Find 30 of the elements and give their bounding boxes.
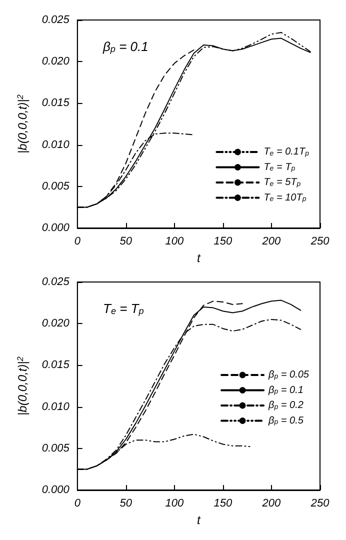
y-axis-title: |b(0,0,0,t)|2 [15, 356, 30, 416]
y-axis-title: |b(0,0,0,t)|2 [15, 94, 30, 154]
x-tick-label: 200 [261, 236, 282, 248]
y-tick-label: 0.015 [42, 97, 70, 110]
x-tick-label: 50 [120, 236, 133, 248]
annotation: Te = Tp [103, 301, 144, 316]
x-tick-label: 250 [310, 236, 330, 248]
x-tick-label: 0 [74, 236, 82, 248]
annotation: βp = 0.1 [102, 39, 148, 54]
x-tick-label: 250 [310, 498, 330, 510]
y-tick-label: 0.020 [42, 56, 70, 68]
x-tick-label: 100 [165, 498, 184, 510]
x-tick-label: 100 [165, 236, 184, 248]
x-axis-title: t [197, 512, 202, 527]
y-tick-label: 0.000 [42, 484, 70, 496]
x-tick-label: 200 [261, 498, 282, 510]
y-tick-label: 0.025 [42, 276, 70, 288]
y-tick-label: 0.025 [42, 14, 70, 26]
x-tick-label: 150 [214, 498, 234, 510]
x-tick-label: 50 [120, 498, 133, 510]
y-tick-label: 0.010 [42, 138, 70, 151]
y-tick-label: 0.015 [42, 359, 70, 372]
x-axis-title: t [197, 250, 202, 265]
y-tick-label: 0.005 [42, 180, 70, 192]
y-tick-label: 0.000 [42, 222, 70, 234]
x-tick-label: 0 [74, 498, 82, 510]
y-tick-label: 0.010 [42, 400, 70, 413]
x-tick-label: 150 [214, 236, 234, 248]
y-tick-label: 0.020 [42, 318, 70, 330]
y-tick-label: 0.005 [42, 442, 70, 454]
